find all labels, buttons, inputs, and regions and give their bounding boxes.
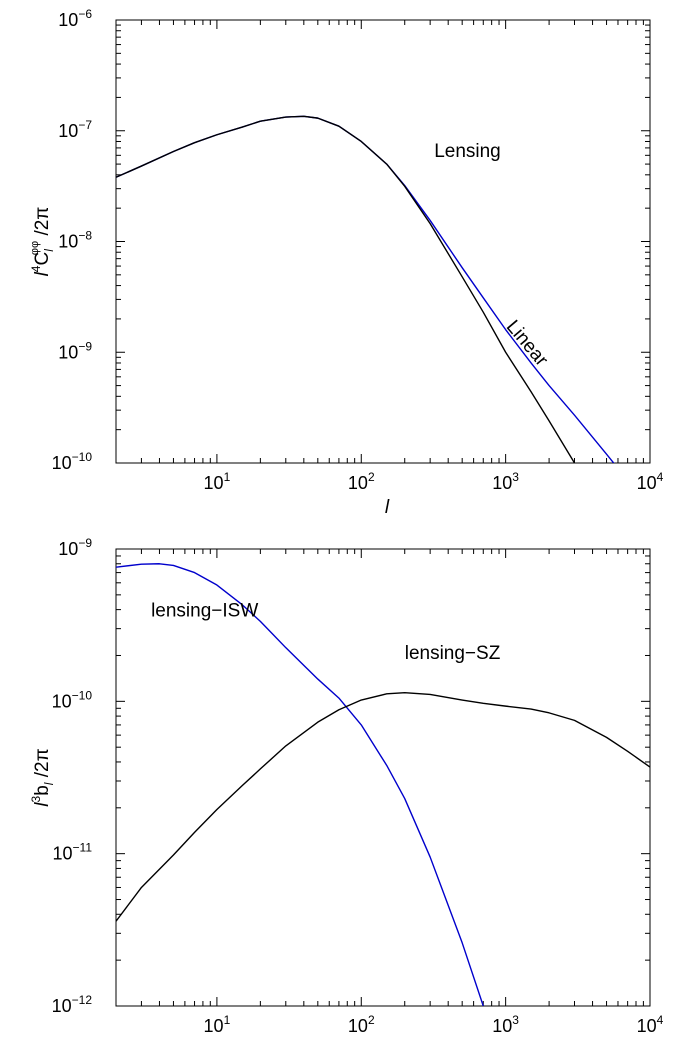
x-tick-label: 101 [204,1013,231,1036]
y-tick-label: 10−7 [58,118,92,141]
x-tick-label: 103 [492,1013,519,1036]
annotation-label: Lensing [434,141,501,162]
y-tick-label: 10−10 [52,450,93,473]
x-axis-label: l [385,1040,390,1042]
x-tick-label: 101 [204,470,231,493]
series-line-1 [116,115,615,463]
annotation-label: lensing−SZ [405,643,501,664]
chart-panel-1: 101 102 103 104 10−10 10−9 10−8 10−7 10−6 l l4Clφφ… [29,7,664,518]
x-tick-label: 103 [492,470,519,493]
y-tick-label: 10−8 [58,229,92,252]
x-tick-label: 102 [348,1013,375,1036]
y-tick-label: 10−12 [52,993,93,1016]
x-tick-label: 104 [637,470,664,493]
series-line-2 [116,691,650,922]
y-tick-label: 10−11 [53,841,93,864]
series-line-2 [116,115,576,463]
annotation-label: lensing−ISW [151,601,258,622]
series-line-1 [116,563,484,1006]
plot-frame [115,19,651,464]
x-axis-label: l [385,497,390,518]
x-tick-label: 102 [348,470,375,493]
x-tick-label: 104 [637,1013,664,1036]
plot-frame [115,548,651,1007]
y-tick-label: 10−6 [58,7,92,30]
y-tick-label: 10−9 [58,536,92,559]
y-tick-label: 10−9 [58,339,92,362]
y-axis-label: l3bl /2π [29,748,56,806]
y-axis-label: l4Clφφ /2π [29,207,56,277]
y-tick-label: 10−10 [52,688,93,711]
annotation-label: Linear [502,316,552,370]
chart-panel-2: 101 102 103 104 10−12 10−11 10−10 10−9 l l3bl /2π… [29,536,664,1042]
